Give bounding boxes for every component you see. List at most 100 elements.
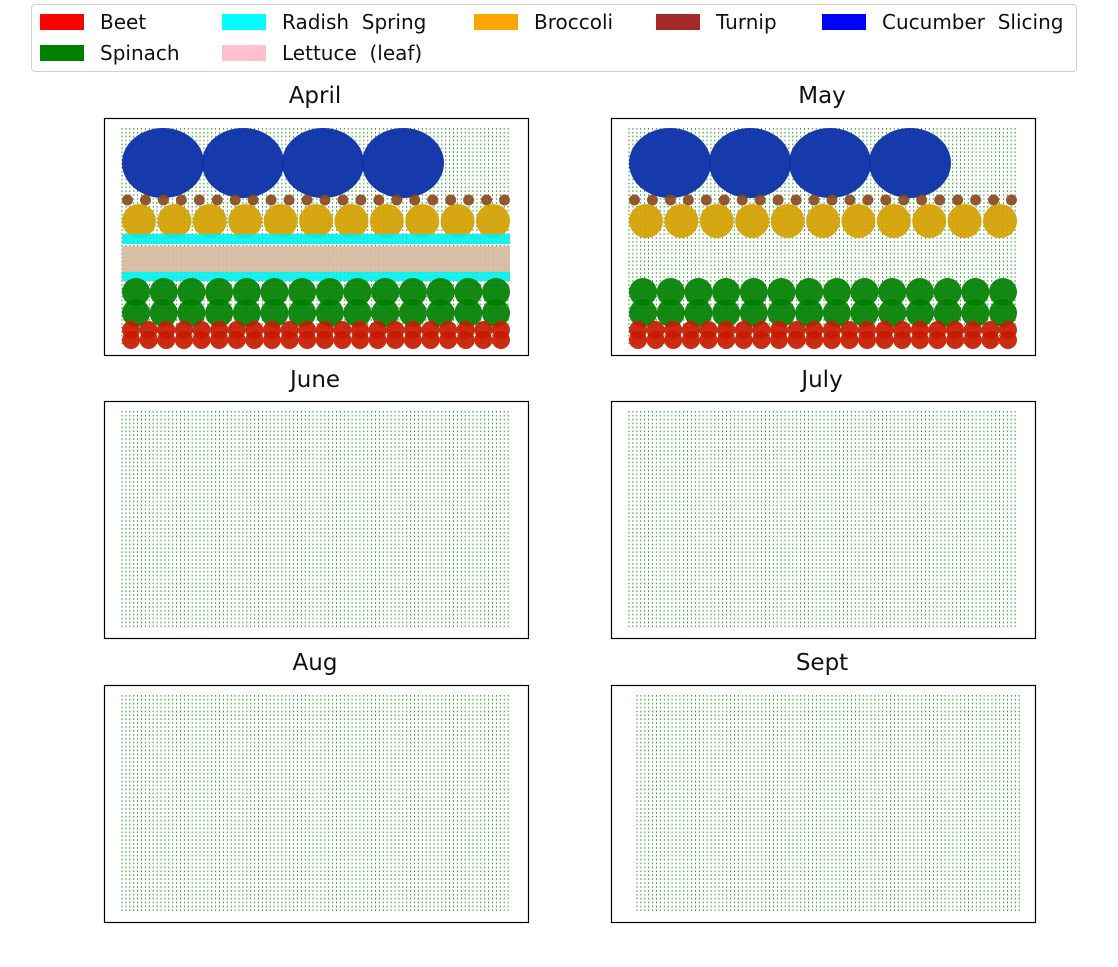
planting-spinach [122,278,150,306]
planting-turnip [499,194,510,206]
planting-cucumber-slicing [709,128,791,198]
planting-turnip [193,194,205,206]
planting-beet [893,331,912,349]
planting-turnip [682,194,694,206]
planting-spinach [961,299,990,327]
planting-spinach [795,278,824,306]
planting-spinach [767,278,796,306]
legend-item-spinach: Spinach [40,41,180,65]
planting-spinach [822,278,851,306]
planting-spinach [288,299,317,327]
planting-turnip [629,194,640,206]
planting-turnip [427,194,439,206]
planting-turnip [898,194,910,206]
planting-turnip [481,194,493,206]
legend-label-broccoli: Broccoli [534,10,614,34]
planting-spinach [426,278,455,306]
planting-turnip [391,194,403,206]
legend-label-beet: Beet [100,10,147,34]
planting-radish-spring [122,271,510,281]
planting-turnip [229,194,241,206]
planting-spinach [878,278,907,306]
planting-beet [174,331,193,349]
planting-broccoli [369,204,404,238]
legend-item-cucumber-slicing: Cucumber Slicing [822,10,1063,34]
planting-spinach [989,278,1017,306]
planting-beet [858,331,877,349]
planting-beet [386,331,405,349]
planting-beet [139,331,158,349]
planting-spinach [232,278,261,306]
planting-beet [333,331,352,349]
planting-spinach [905,278,934,306]
panel-title-april: April [288,83,342,109]
planting-spinach [961,278,990,306]
planting-beet [210,331,229,349]
planting-broccoli [735,204,770,238]
planting-beet [717,331,736,349]
planting-spinach [260,278,289,306]
planting-cucumber-slicing [362,128,444,198]
planting-beet [192,331,211,349]
planting-spinach [149,299,178,327]
planting-spinach [177,299,206,327]
planting-turnip [916,194,928,206]
planting-beet [681,331,700,349]
planting-turnip [463,194,475,206]
dot-grid-june [121,411,509,627]
legend: Beet Spinach Radish Spring Lettuce (leaf… [31,4,1077,72]
planting-cucumber-slicing [629,128,711,198]
planting-spinach [205,278,234,306]
planting-spinach [454,278,483,306]
legend-label-spinach: Spinach [100,41,180,65]
legend-swatch-lettuce-leaf [222,45,266,61]
planting-spinach [315,299,344,327]
planting-beet [298,331,317,349]
planting-broccoli [806,204,840,238]
planting-beet [456,331,475,349]
planting-turnip [355,194,367,206]
planting-spinach [629,299,657,327]
planting-turnip [247,194,259,206]
planting-spinach [343,299,372,327]
planting-beet [928,331,947,349]
planting-broccoli [876,204,911,238]
planting-spinach [850,278,879,306]
planting-beet [963,331,982,349]
planting-spinach [398,299,427,327]
planting-turnip [988,194,1000,206]
planting-turnip [409,194,421,206]
planting-spinach [149,278,178,306]
planting-spinach [739,299,768,327]
planting-turnip [646,194,658,206]
planting-beet [280,331,299,349]
planting-beet [629,331,647,349]
planting-broccoli [192,204,227,238]
planting-beet [474,331,493,349]
legend-label-turnip: Turnip [716,10,777,34]
planting-spinach [454,299,483,327]
planting-turnip [970,194,982,206]
panel-title-sept: Sept [795,650,849,676]
planting-broccoli [476,204,510,238]
planting-turnip [139,194,151,206]
planting-beet [403,331,422,349]
planting-broccoli [912,204,947,238]
panel-title-july: July [801,367,843,393]
planting-beet [227,331,246,349]
planting-spinach [260,299,289,327]
planting-broccoli [157,204,192,238]
planting-spinach [177,278,206,306]
panel-title-aug: Aug [292,650,338,676]
panel-title-june: June [289,367,341,393]
planting-turnip [754,194,766,206]
planting-turnip [772,194,784,206]
planting-lettuce-leaf [122,246,510,272]
planting-broccoli [664,204,699,238]
planting-turnip [790,194,802,206]
planting-beet [157,331,176,349]
planting-beet [262,331,281,349]
planting-beet [822,331,841,349]
legend-item-radish-spring: Radish Spring [222,10,426,34]
planting-cucumber-slicing [202,128,284,198]
